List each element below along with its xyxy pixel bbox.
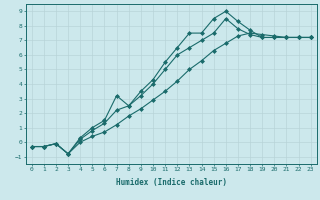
X-axis label: Humidex (Indice chaleur): Humidex (Indice chaleur) (116, 178, 227, 187)
